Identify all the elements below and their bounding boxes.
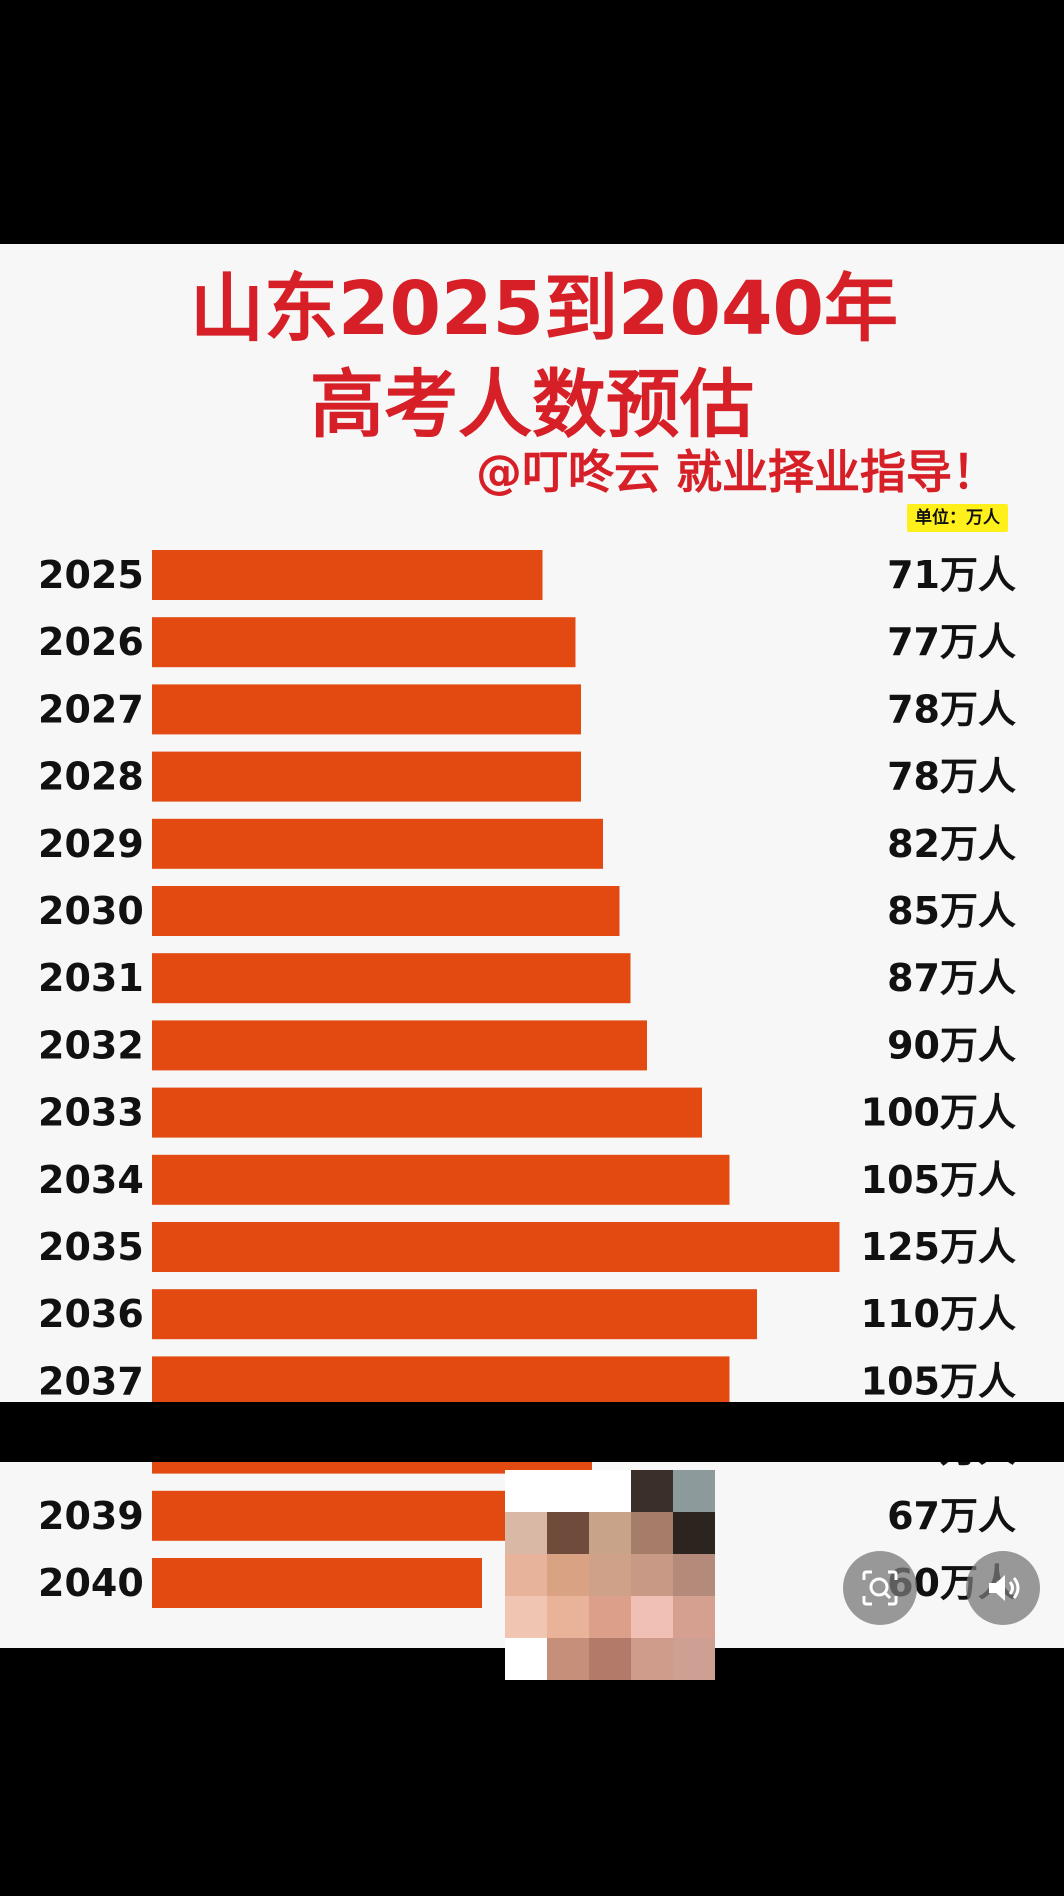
value-label-2028: 78万人 [887, 755, 1016, 799]
mosaic-cell [589, 1512, 631, 1554]
value-label-2029: 82万人 [887, 822, 1016, 866]
value-label-2036: 110万人 [861, 1292, 1016, 1336]
mosaic-cell [547, 1638, 589, 1680]
mosaic-cell [505, 1596, 547, 1638]
year-label-2039: 2039 [38, 1494, 144, 1538]
bar-2039 [152, 1490, 521, 1541]
bar-2034 [152, 1154, 730, 1205]
mosaic-blur-patch [505, 1470, 715, 1680]
value-label-2039: 67万人 [887, 1494, 1016, 1538]
bar-2035 [152, 1222, 840, 1272]
value-label-2035: 125万人 [861, 1225, 1016, 1269]
mosaic-cell [673, 1638, 715, 1680]
year-label-2031: 2031 [38, 956, 144, 1000]
bar-2031 [152, 953, 631, 1004]
mosaic-cell [589, 1638, 631, 1680]
bar-2027 [152, 684, 581, 735]
year-label-2032: 2032 [38, 1023, 144, 1067]
mosaic-cell [673, 1470, 715, 1512]
mosaic-cell [673, 1512, 715, 1554]
mosaic-cell [631, 1554, 673, 1596]
mosaic-cell [505, 1554, 547, 1596]
year-label-2034: 2034 [38, 1158, 144, 1202]
bar-2036 [152, 1289, 757, 1340]
bar-2026 [152, 617, 576, 668]
mosaic-cell [547, 1596, 589, 1638]
bar-2030 [152, 886, 620, 936]
value-label-2026: 77万人 [887, 620, 1016, 664]
mosaic-cell [631, 1512, 673, 1554]
year-label-2026: 2026 [38, 620, 144, 664]
year-label-2037: 2037 [38, 1359, 144, 1403]
mosaic-cell [631, 1638, 673, 1680]
mosaic-cell [673, 1554, 715, 1596]
mosaic-cell [505, 1638, 547, 1680]
year-label-2035: 2035 [38, 1225, 144, 1269]
bar-2040 [152, 1558, 482, 1608]
value-label-2030: 85万人 [887, 889, 1016, 933]
bar-2028 [152, 751, 581, 802]
value-label-2034: 105万人 [861, 1158, 1016, 1202]
image-search-icon[interactable] [843, 1551, 917, 1625]
year-label-2029: 2029 [38, 822, 144, 866]
value-label-2027: 78万人 [887, 687, 1016, 731]
bar-2029 [152, 818, 603, 869]
value-label-2033: 100万人 [861, 1091, 1016, 1135]
chart-title-line2: 高考人数预估 [310, 362, 754, 448]
unit-badge: 单位：万人 [907, 504, 1008, 532]
watermark-text: @叮咚云 就业择业指导！ [475, 445, 998, 499]
mosaic-cell [589, 1554, 631, 1596]
bar-2025 [152, 550, 543, 600]
year-label-2030: 2030 [38, 889, 144, 933]
bar-2032 [152, 1020, 647, 1071]
mosaic-cell [631, 1596, 673, 1638]
mosaic-cell [547, 1470, 589, 1512]
year-label-2028: 2028 [38, 755, 144, 799]
year-label-2040: 2040 [38, 1561, 144, 1605]
value-label-2037: 105万人 [861, 1359, 1016, 1403]
mosaic-cell [547, 1512, 589, 1554]
mosaic-cell [673, 1596, 715, 1638]
year-label-2025: 2025 [38, 553, 144, 597]
mosaic-cell [589, 1470, 631, 1512]
mosaic-cell [505, 1512, 547, 1554]
year-label-2033: 2033 [38, 1091, 144, 1135]
mosaic-cell [505, 1470, 547, 1512]
year-label-2036: 2036 [38, 1292, 144, 1336]
bar-2037 [152, 1356, 730, 1407]
mosaic-cell [589, 1596, 631, 1638]
chart-title-line1: 山东2025到2040年 [190, 266, 898, 352]
value-label-2025: 71万人 [887, 553, 1016, 597]
mosaic-cell [631, 1470, 673, 1512]
volume-icon[interactable] [966, 1551, 1040, 1625]
bottom-bar [0, 1402, 1064, 1462]
value-label-2032: 90万人 [887, 1023, 1016, 1067]
year-label-2027: 2027 [38, 687, 144, 731]
bar-2033 [152, 1087, 702, 1138]
mosaic-cell [547, 1554, 589, 1596]
value-label-2031: 87万人 [887, 956, 1016, 1000]
